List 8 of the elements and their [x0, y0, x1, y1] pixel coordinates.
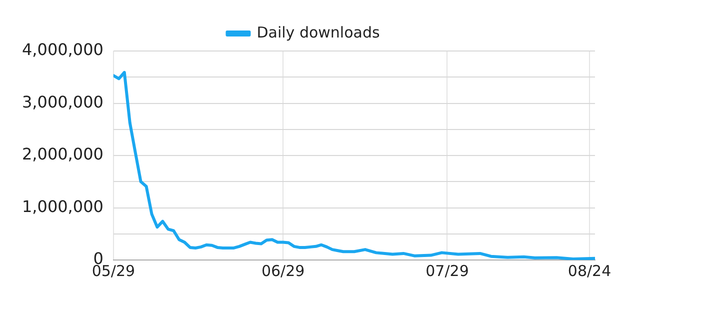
x-tick-label: 07/29	[426, 262, 469, 280]
y-tick-label: 3,000,000	[22, 92, 104, 112]
x-tick-label: 08/24	[568, 262, 612, 280]
y-tick-label: 1,000,000	[22, 196, 104, 216]
x-tick-label: 06/29	[261, 262, 305, 280]
y-tick-label: 4,000,000	[22, 40, 104, 60]
y-tick-label: 2,000,000	[22, 144, 104, 164]
legend-label: Daily downloads	[256, 23, 380, 42]
